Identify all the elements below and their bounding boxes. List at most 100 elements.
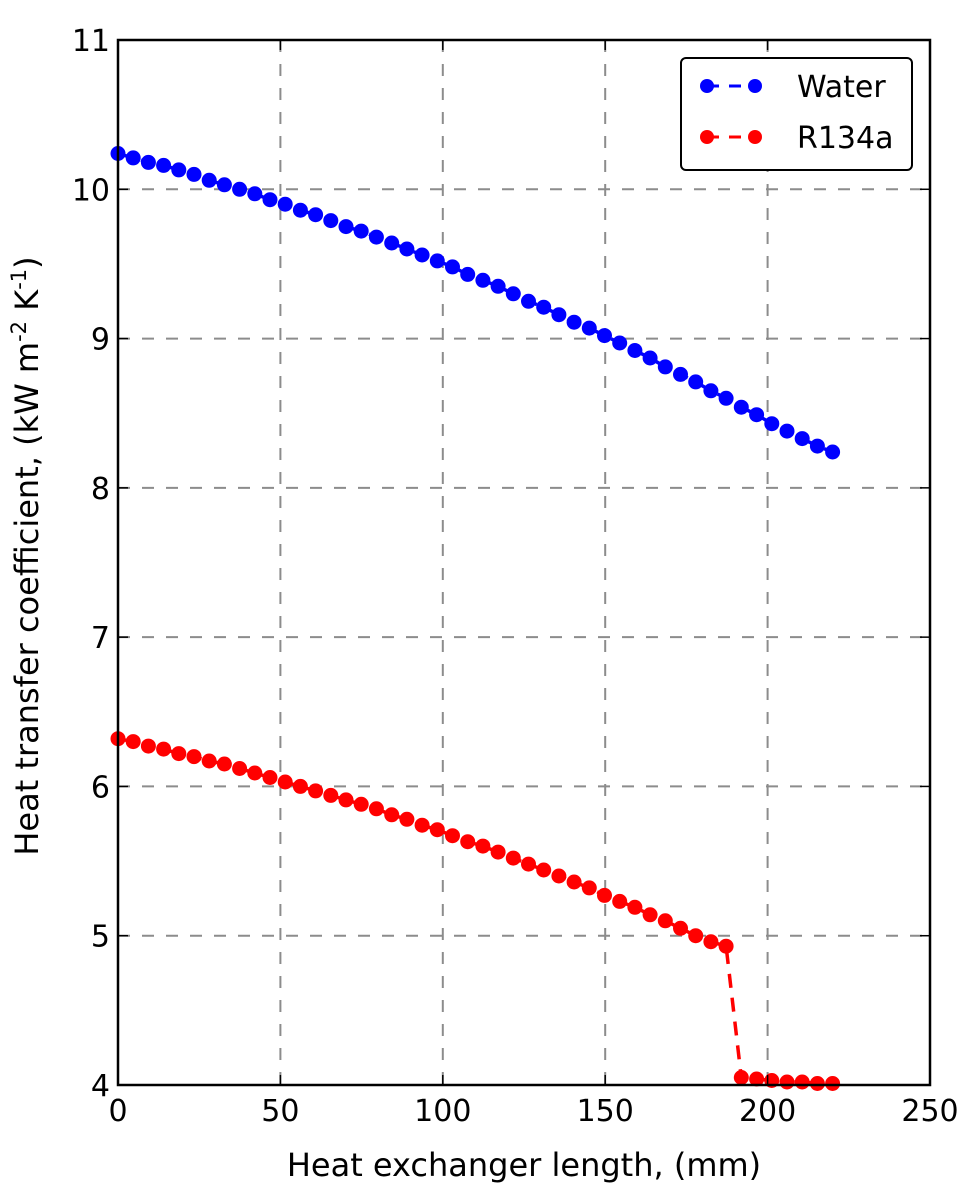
data-point [125,734,141,750]
data-point [490,278,506,294]
data-point [323,787,339,803]
data-point [201,172,217,188]
data-point [216,756,232,772]
series-line [117,736,833,1086]
data-point [551,307,567,323]
data-point [353,223,369,239]
data-point [642,907,658,923]
data-point [232,181,248,197]
y-tick-label: 5 [91,920,110,955]
y-tick-label: 6 [91,770,110,805]
data-point [186,749,202,765]
data-point [445,828,460,844]
y-tick-label: 9 [91,323,110,358]
data-point [536,299,552,315]
data-point [140,738,156,754]
data-point [399,811,415,827]
legend-label-water: Water [797,70,886,105]
data-point [703,383,719,399]
data-point [277,196,293,212]
x-tick-label: 250 [901,1094,958,1129]
grid-lines [118,40,930,1085]
data-point [581,320,597,336]
data-point [338,792,354,808]
legend: Water R134a [680,57,913,171]
legend-label-r134a: R134a [797,121,894,156]
data-point [292,778,308,794]
data-point [718,390,734,406]
data-point [292,202,308,218]
data-point [612,335,628,351]
data-point [779,423,795,439]
data-point [566,314,582,330]
data-point [657,359,673,375]
data-point [216,177,232,193]
data-point [794,431,810,447]
data-series [110,146,841,1091]
data-point [657,913,673,929]
data-point [673,920,688,936]
data-point [703,934,719,950]
legend-marker-r134a [700,130,714,144]
y-tick-label: 4 [91,1069,110,1104]
series-water [110,146,841,460]
y-tick-label: 10 [72,173,110,208]
data-point [779,1074,795,1090]
data-point [338,219,354,235]
legend-item-water: Water [700,70,886,105]
data-point [277,774,293,790]
data-point [368,801,384,817]
data-point [627,899,643,915]
data-point [384,807,400,823]
data-point [323,213,339,229]
y-tick-label: 7 [91,621,110,656]
data-point [399,241,415,257]
data-point [718,938,734,954]
data-point [749,1071,765,1087]
data-point [505,286,521,302]
data-point [262,192,278,208]
x-tick-label: 150 [577,1094,634,1129]
data-point [308,783,324,799]
data-point [627,343,643,358]
data-point [825,444,841,460]
data-point [368,229,384,245]
y-tick-label: 8 [91,472,110,507]
data-point [414,247,430,263]
data-point [794,1074,810,1090]
data-point [171,746,187,762]
data-point [262,770,278,785]
data-point [429,822,445,838]
data-point [688,928,704,944]
data-point [536,862,552,878]
data-point [490,844,506,860]
data-point [612,893,628,909]
axis-ticks: 0 50 100 150 200 250 4 5 6 7 8 9 10 11 [72,24,959,1129]
data-point [551,868,567,884]
data-point [232,761,248,776]
data-point [673,366,688,382]
data-point [566,874,582,890]
legend-item-r134a: R134a [700,121,894,156]
series-line [117,151,834,454]
data-point [475,272,491,288]
data-point [809,1076,825,1091]
data-point [429,253,445,269]
plot-frame [116,38,932,1087]
data-point [186,166,202,182]
data-point [475,838,491,854]
data-point [505,850,521,866]
legend-marker-water [700,79,714,93]
data-point [749,407,765,423]
data-point [809,438,825,454]
data-point [460,266,476,282]
data-point [521,293,536,309]
y-tick-label: 11 [72,24,110,59]
data-point [171,162,187,178]
data-point [156,157,172,173]
series-r134a [110,731,841,1091]
data-point [581,880,597,896]
data-point [642,350,658,366]
data-point [521,856,536,872]
data-point [156,741,172,757]
